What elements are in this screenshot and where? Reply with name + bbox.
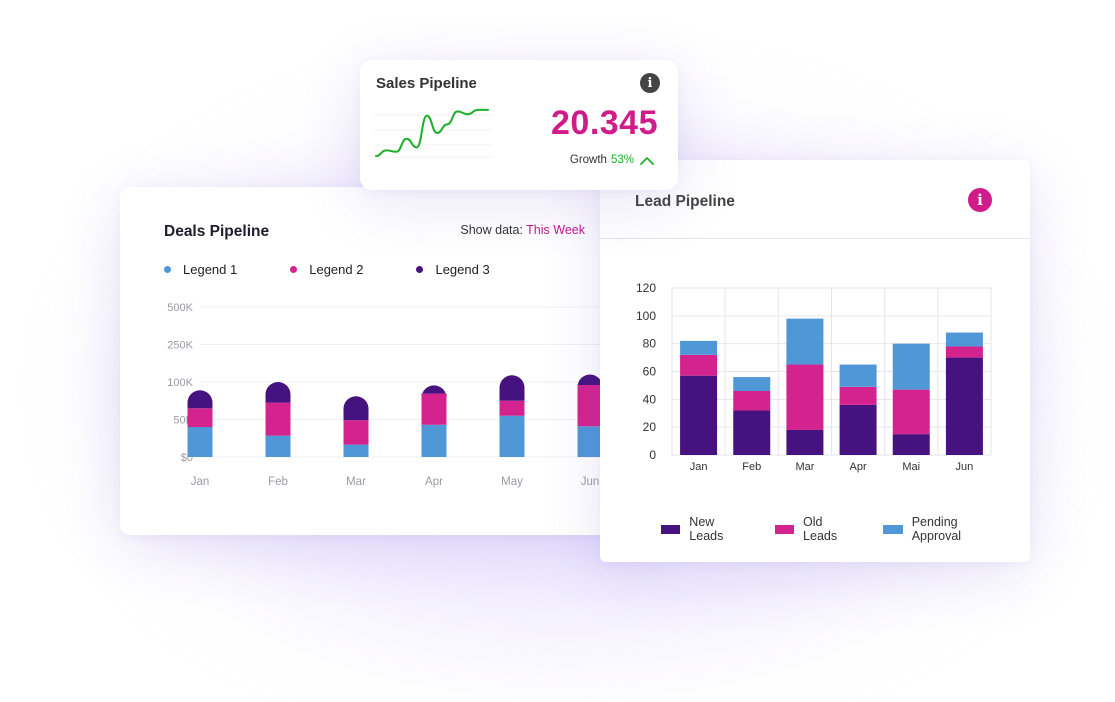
deals-bar-feb-series-3 bbox=[265, 382, 291, 403]
lead-bar-jun-series-1 bbox=[945, 357, 983, 455]
growth-label: Growth bbox=[569, 154, 607, 166]
deals-bar-feb-series-1 bbox=[265, 435, 291, 457]
deals-bar-apr-series-2 bbox=[421, 393, 447, 425]
info-icon[interactable]: i bbox=[640, 73, 660, 93]
lead-y-tick-label: 40 bbox=[643, 392, 657, 406]
lead-bar-mar-series-3 bbox=[786, 318, 824, 365]
lead-x-tick-label: Jun bbox=[956, 461, 974, 473]
deals-bar-jan-series-1 bbox=[187, 427, 213, 457]
new-leads-swatch-icon bbox=[661, 524, 681, 534]
lead-bar-feb-series-1 bbox=[733, 410, 771, 455]
lead-bar-jan-series-3 bbox=[680, 340, 718, 355]
deals-legend-label-2: Legend 2 bbox=[309, 262, 364, 277]
lead-pipeline-chart: 0 20 40 60 80 100 120 Jan Feb Mar Apr Mai Jun bbox=[636, 281, 992, 473]
lead-bar-mar-series-1 bbox=[786, 429, 824, 455]
deals-bar-apr-series-3 bbox=[421, 385, 447, 398]
lead-bar-mai-series-2 bbox=[892, 389, 930, 435]
deals-bar-jun-series-1 bbox=[577, 426, 603, 457]
deals-x-tick-label: May bbox=[501, 476, 523, 488]
sales-pipeline-card: Sales Pipeline i 20.345 Growth 53% bbox=[360, 60, 678, 190]
old-leads-swatch-icon bbox=[774, 524, 795, 534]
deals-bar-mar-series-1 bbox=[343, 444, 369, 457]
sales-pipeline-title: Sales Pipeline bbox=[376, 75, 477, 92]
deals-pipeline-card: Deals Pipeline Show data: This Week Lege… bbox=[120, 187, 640, 535]
show-data-selector[interactable]: Show data: This Week bbox=[460, 223, 585, 237]
legend-3-dot-icon bbox=[416, 266, 424, 273]
lead-bar-jun-series-3 bbox=[945, 332, 983, 347]
lead-y-tick-label: 0 bbox=[649, 448, 656, 462]
lead-bar-apr-series-2 bbox=[839, 386, 877, 405]
lead-legend-label-old: Old Leads bbox=[803, 515, 838, 543]
growth-indicator: Growth 53% bbox=[570, 154, 654, 166]
deals-bar-mar-series-3 bbox=[343, 396, 369, 421]
lead-bar-feb-series-2 bbox=[733, 390, 771, 411]
chevron-up-icon bbox=[640, 156, 654, 165]
deals-bar-may-series-3 bbox=[499, 375, 525, 401]
deals-x-tick-label: Mar bbox=[346, 476, 366, 488]
lead-y-tick-label: 100 bbox=[636, 309, 656, 323]
lead-legend-label-pending: Pending Approval bbox=[911, 515, 962, 543]
deals-y-tick-label: 250K bbox=[167, 340, 193, 352]
show-data-value[interactable]: This Week bbox=[526, 223, 585, 237]
legend-2-dot-icon bbox=[290, 266, 298, 273]
deals-y-tick-label: 500K bbox=[167, 302, 193, 314]
deals-legend-item-2[interactable]: Legend 2 bbox=[290, 262, 363, 277]
info-icon[interactable]: i bbox=[968, 188, 992, 212]
deals-x-tick-label: Apr bbox=[425, 476, 443, 488]
lead-legend-item-old[interactable]: Old Leads bbox=[774, 515, 856, 543]
deals-legend-item-1[interactable]: Legend 1 bbox=[164, 262, 237, 277]
lead-legend-item-new[interactable]: New Leads bbox=[661, 515, 747, 543]
deals-legend: Legend 1 Legend 2 Legend 3 bbox=[164, 262, 543, 277]
lead-bar-apr-series-1 bbox=[839, 404, 877, 455]
deals-bar-feb-series-2 bbox=[265, 402, 291, 436]
pending-approval-swatch-icon bbox=[883, 524, 903, 534]
deals-bar-jun-series-3 bbox=[577, 374, 603, 387]
lead-bar-jun-series-2 bbox=[945, 346, 983, 358]
lead-y-tick-label: 60 bbox=[643, 365, 657, 379]
lead-y-tick-label: 20 bbox=[643, 420, 657, 434]
lead-pipeline-card: Lead Pipeline i 0 20 40 60 80 100 120 Jan Feb Mar… bbox=[600, 160, 1030, 562]
lead-legend-item-pending[interactable]: Pending Approval bbox=[883, 515, 1002, 543]
deals-x-tick-label: Jan bbox=[191, 476, 210, 488]
show-data-label: Show data: bbox=[460, 223, 523, 237]
lead-bar-jan-series-1 bbox=[680, 375, 718, 455]
deals-bar-apr-series-1 bbox=[421, 424, 447, 457]
sparkline-line bbox=[375, 108, 489, 158]
deals-x-tick-label: Jun bbox=[581, 476, 600, 488]
lead-bar-jan-series-2 bbox=[680, 354, 718, 376]
growth-percent: 53% bbox=[610, 154, 634, 166]
lead-y-tick-label: 120 bbox=[636, 281, 656, 295]
sales-value: 20.345 bbox=[551, 104, 658, 142]
deals-bar-may-series-2 bbox=[499, 400, 525, 416]
deals-x-tick-label: Feb bbox=[268, 476, 288, 488]
deals-legend-item-3[interactable]: Legend 3 bbox=[416, 262, 490, 277]
deals-bar-may-series-1 bbox=[499, 415, 525, 457]
lead-bar-mar-series-2 bbox=[786, 364, 824, 430]
lead-legend: New Leads Old Leads Pending Approval bbox=[661, 515, 1030, 543]
legend-1-dot-icon bbox=[164, 266, 171, 273]
lead-bar-mai-series-1 bbox=[892, 434, 930, 455]
lead-bar-feb-series-3 bbox=[733, 377, 771, 391]
lead-x-tick-label: Mai bbox=[902, 461, 920, 473]
deals-bar-jun-series-2 bbox=[577, 385, 603, 427]
lead-x-tick-label: Apr bbox=[850, 461, 867, 473]
lead-x-tick-label: Mar bbox=[795, 461, 814, 473]
deals-bar-jan-series-3 bbox=[187, 390, 213, 409]
deals-bar-jan-series-2 bbox=[187, 408, 213, 427]
lead-legend-label-new: New Leads bbox=[689, 515, 724, 543]
lead-bar-apr-series-3 bbox=[839, 364, 877, 387]
lead-header-divider bbox=[600, 238, 1030, 239]
lead-y-tick-label: 80 bbox=[643, 337, 657, 351]
deals-bar-mar-series-2 bbox=[343, 420, 369, 445]
deals-legend-label-3: Legend 3 bbox=[435, 262, 490, 277]
lead-pipeline-title: Lead Pipeline bbox=[635, 193, 735, 210]
lead-x-tick-label: Jan bbox=[690, 461, 708, 473]
sales-sparkline bbox=[374, 108, 492, 158]
lead-bar-mai-series-3 bbox=[892, 343, 930, 390]
deals-y-tick-label: 100K bbox=[167, 377, 193, 389]
deals-pipeline-title: Deals Pipeline bbox=[164, 223, 270, 240]
deals-legend-label-1: Legend 1 bbox=[183, 262, 238, 277]
lead-x-tick-label: Feb bbox=[742, 461, 761, 473]
